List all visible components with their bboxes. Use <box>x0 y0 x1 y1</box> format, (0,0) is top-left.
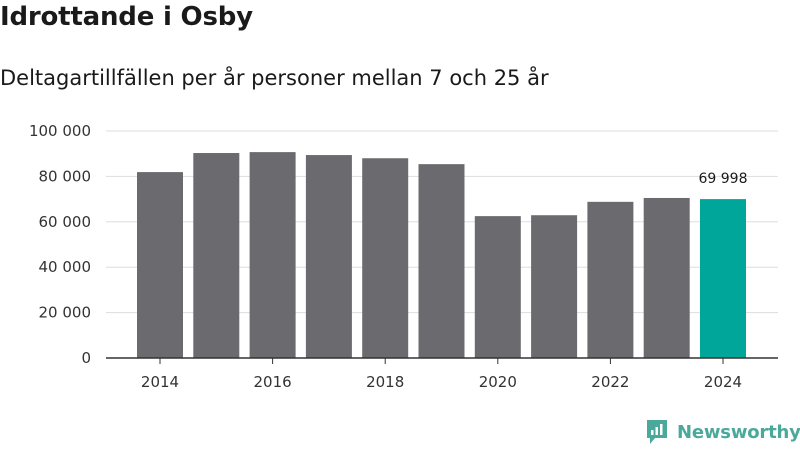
x-tick-label: 2024 <box>704 373 742 391</box>
y-tick-label: 0 <box>81 349 91 367</box>
bar-2020 <box>474 216 521 358</box>
y-tick-label: 20 000 <box>39 304 92 322</box>
x-tick-label: 2018 <box>366 373 404 391</box>
bar-chart: 0 20 000 40 000 60 000 80 000 100 000 2014 2016… <box>29 122 778 391</box>
x-tick-label: 2020 <box>479 373 517 391</box>
bar-2021 <box>531 215 578 358</box>
bar-2019 <box>418 164 465 358</box>
x-tick-label: 2016 <box>254 373 292 391</box>
bar-2023 <box>643 197 690 358</box>
chart-title: Idrottande i Osby <box>0 2 253 32</box>
brand-name: Newsworthy <box>677 421 800 443</box>
bar-2016 <box>249 152 296 358</box>
y-tick-label: 60 000 <box>39 213 92 231</box>
y-tick-label: 40 000 <box>39 258 92 276</box>
bar-2022 <box>587 201 634 358</box>
bar-2018 <box>362 158 409 358</box>
bar-2014 <box>137 172 183 358</box>
x-tick-label: 2022 <box>591 373 629 391</box>
bar-2015 <box>193 153 240 358</box>
y-tick-label: 80 000 <box>39 167 92 185</box>
bar-2017 <box>305 155 352 358</box>
x-tick-label: 2014 <box>141 373 179 391</box>
y-tick-label: 100 000 <box>29 122 91 140</box>
data-label: 69 998 <box>699 171 748 187</box>
newsworthy-icon <box>647 420 667 444</box>
newsworthy-logo: Newsworthy <box>645 418 800 446</box>
bar-2024 <box>700 199 746 358</box>
chart-subtitle: Deltagartillfällen per år personer mella… <box>0 66 549 90</box>
